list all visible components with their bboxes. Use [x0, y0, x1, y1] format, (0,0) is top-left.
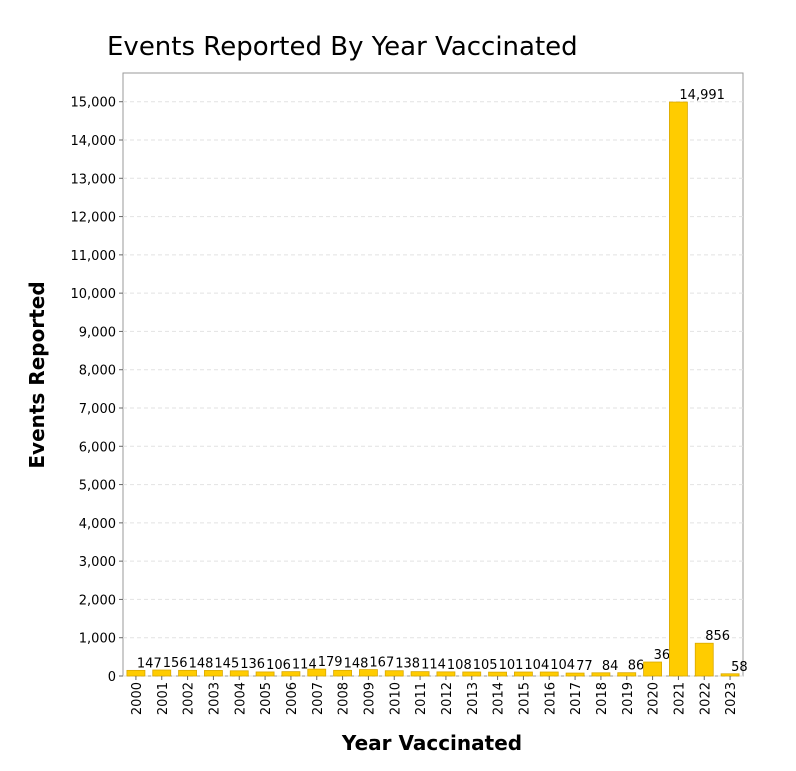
x-tick-label: 2003 [207, 682, 222, 715]
chart-title: Events Reported By Year Vaccinated [107, 32, 578, 62]
y-tick-label: 14,000 [71, 134, 117, 149]
value-label: 145 [214, 656, 239, 671]
value-label: 77 [576, 659, 593, 674]
value-label: 84 [602, 659, 619, 674]
y-tick-label: 3,000 [79, 555, 116, 570]
bar [694, 642, 714, 677]
x-tick-label: 2006 [285, 682, 300, 715]
x-tick-label: 2002 [182, 682, 197, 715]
x-tick-label: 2000 [130, 682, 145, 715]
y-tick-label: 0 [108, 670, 116, 685]
x-tick-label: 2019 [621, 682, 636, 715]
y-tick-label: 8,000 [79, 364, 116, 379]
value-label: 106 [266, 658, 291, 673]
y-tick-label: 13,000 [71, 172, 117, 187]
x-tick-label: 2004 [233, 682, 248, 715]
x-tick-label: 2020 [647, 682, 662, 715]
x-tick-label: 2007 [311, 682, 326, 715]
y-tick-label: 7,000 [79, 402, 116, 417]
y-tick-label: 5,000 [79, 479, 116, 494]
x-tick-label: 2005 [259, 682, 274, 715]
y-tick-label: 2,000 [79, 593, 116, 608]
x-tick-label: 2013 [466, 682, 481, 715]
x-axis-label: Year Vaccinated [341, 731, 522, 755]
bar [643, 661, 662, 677]
x-tick-label: 2012 [440, 682, 455, 715]
value-label: 14,991 [679, 88, 725, 103]
value-label: 58 [731, 660, 748, 675]
x-tick-label: 2022 [698, 682, 713, 715]
x-tick-label: 2008 [337, 682, 352, 715]
y-tick-label: 12,000 [71, 211, 117, 226]
value-label: 179 [318, 655, 343, 670]
value-label: 104 [550, 658, 575, 673]
value-label: 856 [705, 629, 730, 644]
value-label: 138 [395, 657, 420, 672]
x-tick-label: 2014 [492, 682, 507, 715]
x-tick-label: 2021 [672, 682, 687, 715]
y-tick-label: 10,000 [71, 287, 117, 302]
x-tick-label: 2023 [724, 682, 739, 715]
x-tick-label: 2011 [414, 682, 429, 715]
y-tick-label: 4,000 [79, 517, 116, 532]
value-label: 105 [473, 658, 498, 673]
bar [307, 668, 327, 677]
value-label: 136 [240, 657, 265, 672]
x-tick-label: 2009 [362, 682, 377, 715]
value-label: 101 [499, 658, 524, 673]
value-label: 86 [628, 659, 645, 674]
y-tick-label: 11,000 [71, 249, 117, 264]
value-label: 108 [447, 658, 472, 673]
x-tick-label: 2017 [569, 682, 584, 715]
value-label: 167 [369, 656, 394, 671]
value-label: 114 [421, 658, 446, 673]
y-tick-label: 1,000 [79, 632, 116, 647]
y-tick-label: 15,000 [71, 96, 117, 111]
bar [669, 101, 688, 677]
x-tick-label: 2016 [543, 682, 558, 715]
x-tick-label: 2001 [156, 682, 171, 715]
value-label: 148 [189, 656, 214, 671]
value-label: 156 [163, 656, 188, 671]
plot-area [122, 72, 744, 677]
x-tick-label: 2010 [388, 682, 403, 715]
x-tick-label: 2015 [517, 682, 532, 715]
x-tick-label: 2018 [595, 682, 610, 715]
value-label: 147 [137, 656, 162, 671]
y-tick-label: 9,000 [79, 325, 116, 340]
y-axis-label: Events Reported [25, 281, 49, 468]
value-label: 148 [344, 656, 369, 671]
value-label: 104 [524, 658, 549, 673]
y-tick-label: 6,000 [79, 440, 116, 455]
